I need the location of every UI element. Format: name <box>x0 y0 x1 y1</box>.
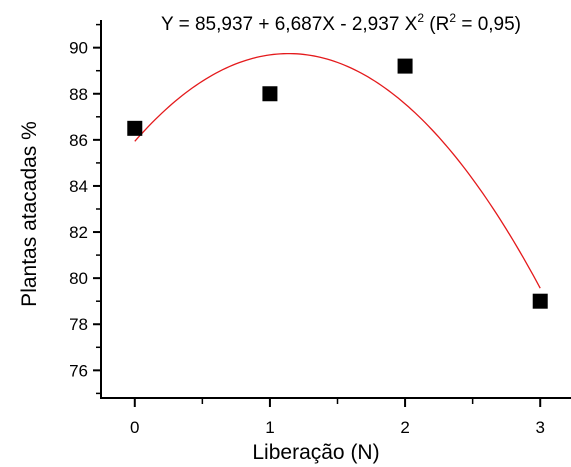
x-tick-label: 0 <box>130 418 139 437</box>
fit-curve <box>134 52 541 289</box>
y-tick-label: 86 <box>69 131 88 150</box>
x-axis-label: Liberação (N) <box>252 441 379 464</box>
y-tick-label: 78 <box>69 315 88 334</box>
y-axis-label: Plantas atacadas % <box>18 121 41 307</box>
data-point <box>127 120 143 136</box>
x-tick-label: 1 <box>265 418 274 437</box>
y-tick-label: 84 <box>69 177 88 196</box>
axes <box>93 20 571 407</box>
data-point <box>532 293 548 309</box>
x-tick-label: 2 <box>400 418 409 437</box>
points-layer <box>127 58 548 309</box>
chart-title: Y = 85,937 + 6,687X - 2,937 X2 (R2 = 0,9… <box>161 11 521 35</box>
data-point <box>262 86 278 102</box>
y-tick-labels: 76 78 80 82 84 86 88 90 <box>69 39 88 381</box>
y-tick-label: 82 <box>69 223 88 242</box>
fit-layer <box>134 52 541 289</box>
y-tick-label: 76 <box>69 361 88 380</box>
x-tick-label: 3 <box>535 418 544 437</box>
y-tick-label: 80 <box>69 269 88 288</box>
data-point <box>397 58 413 74</box>
y-tick-label: 88 <box>69 85 88 104</box>
x-tick-labels: 0 1 2 3 <box>130 418 545 437</box>
y-tick-label: 90 <box>69 39 88 58</box>
